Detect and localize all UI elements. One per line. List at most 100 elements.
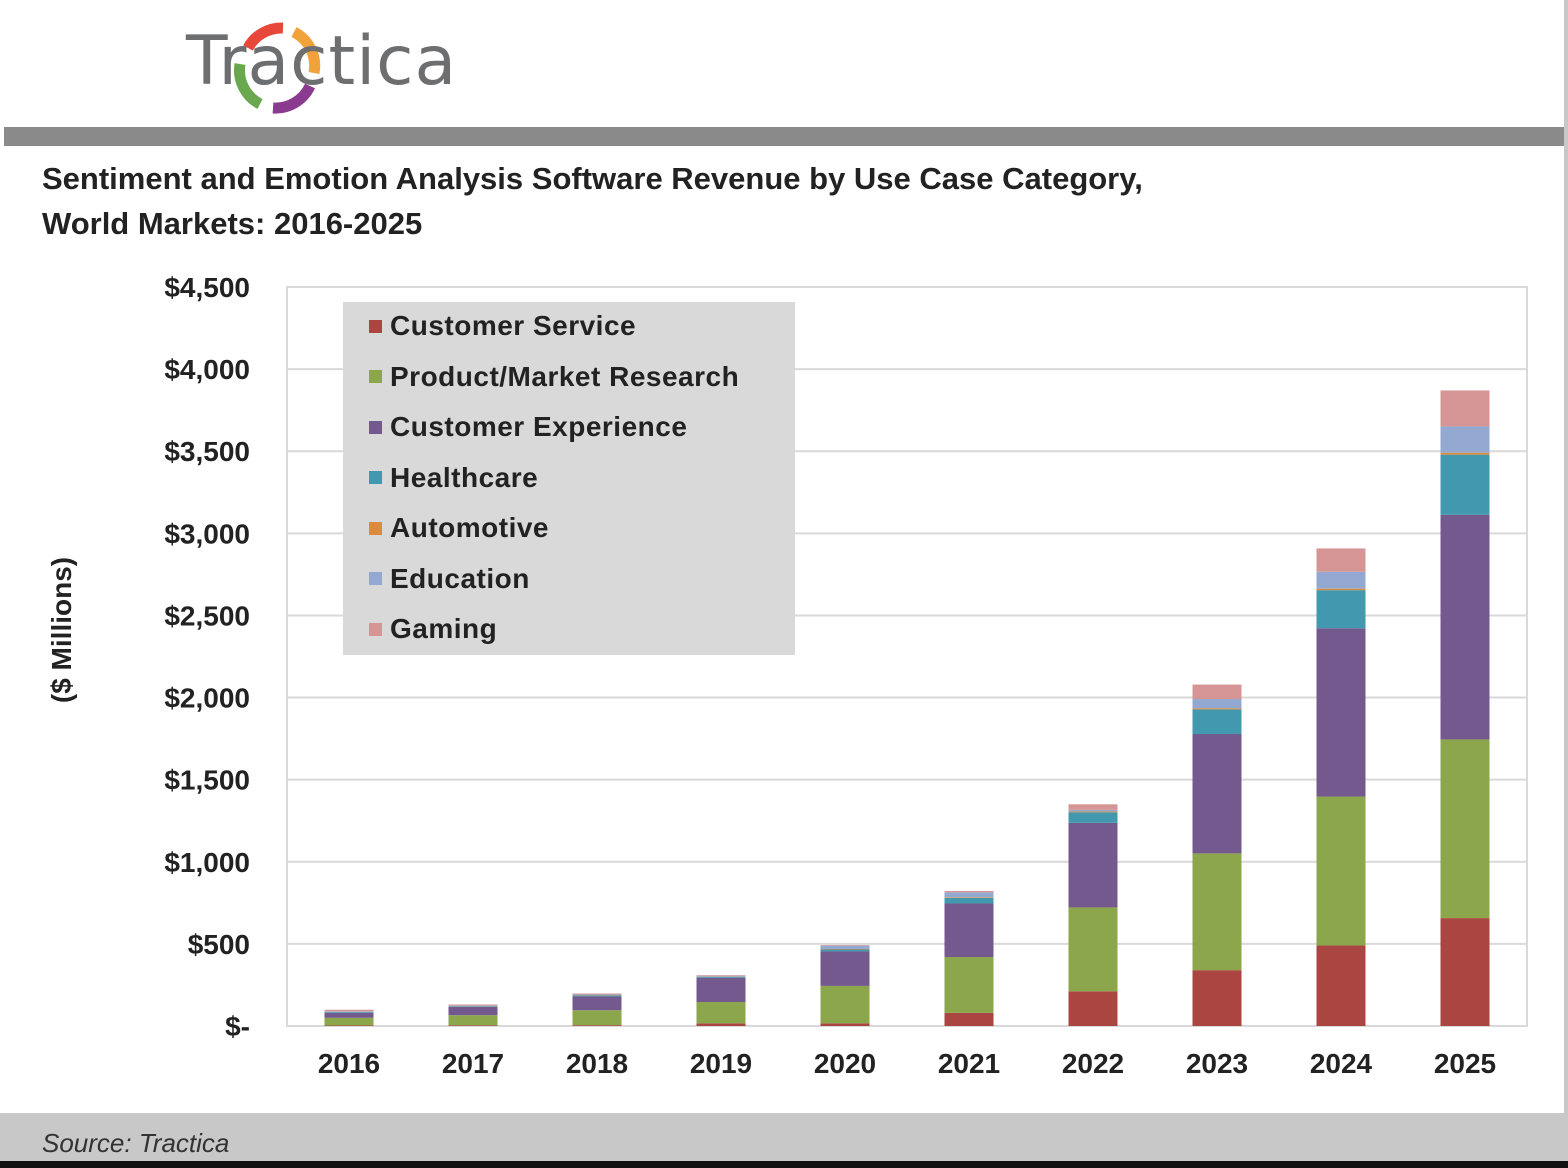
bar-segment-education-2025 — [1440, 426, 1490, 453]
legend-item: Gaming — [369, 613, 498, 644]
logo-arc-orange — [291, 27, 321, 75]
legend-swatch — [369, 319, 382, 333]
bar-segment-gaming-2024 — [1316, 548, 1366, 572]
bar-segment-automotive-2025 — [1440, 452, 1490, 455]
chart-title: Sentiment and Emotion Analysis Software … — [42, 156, 1143, 246]
bar-segment-education-2021 — [944, 892, 994, 898]
legend-label: Gaming — [390, 613, 498, 644]
y-tick-label: $1,000 — [164, 847, 250, 878]
bar-segment-automotive-2023 — [1192, 708, 1242, 710]
chart-title-line-1: Sentiment and Emotion Analysis Software … — [42, 161, 1143, 196]
legend-item: Customer Experience — [369, 411, 688, 442]
y-tick-label: $3,000 — [164, 518, 250, 549]
bar-segment-customer-service-2024 — [1316, 945, 1366, 1026]
logo-arc-red — [243, 22, 284, 51]
y-tick-label: $2,000 — [164, 683, 250, 714]
bar-segment-gaming-2021 — [944, 891, 994, 893]
y-axis-title: ($ Millions) — [46, 556, 77, 704]
legend-item: Product/Market Research — [369, 360, 740, 392]
bar-segment-gaming-2023 — [1192, 684, 1242, 700]
bar-segment-customer-experience-2021 — [944, 903, 994, 958]
legend-label: Customer Experience — [390, 411, 688, 442]
page-edge — [1564, 0, 1568, 1168]
bar-segment-education-2020 — [820, 945, 870, 949]
legend-label: Customer Service — [390, 310, 637, 341]
bar-segment-customer-service-2023 — [1192, 970, 1242, 1026]
bar-segment-healthcare-2025 — [1440, 454, 1490, 515]
legend-item: Automotive — [369, 512, 549, 543]
bar-segment-product-market-research-2016 — [324, 1017, 374, 1026]
legend-label: Education — [390, 562, 530, 594]
bar-segment-customer-experience-2017 — [448, 1006, 498, 1016]
legend-label: Automotive — [390, 512, 549, 543]
bar-segment-healthcare-2022 — [1068, 812, 1118, 823]
bar-segment-education-2022 — [1068, 809, 1118, 812]
bar-segment-automotive-2024 — [1316, 588, 1366, 591]
legend: Customer Service Product/Market Research C… — [343, 302, 795, 655]
bar-segment-healthcare-2017 — [448, 1006, 498, 1007]
x-tick-label: 2016 — [318, 1048, 380, 1079]
legend-label: Healthcare — [390, 461, 539, 493]
bar-segment-customer-experience-2024 — [1316, 628, 1366, 797]
bar-segment-customer-service-2022 — [1068, 991, 1118, 1026]
y-tick-label: $- — [225, 1011, 250, 1042]
bar-segment-healthcare-2021 — [944, 897, 994, 904]
chart-title-line-2: World Markets: 2016-2025 — [42, 206, 423, 241]
legend-swatch — [369, 521, 382, 535]
bar-segment-gaming-2025 — [1440, 390, 1490, 427]
bar-segment-gaming-2016 — [324, 1009, 374, 1012]
bar-segment-customer-service-2021 — [944, 1012, 994, 1026]
bar-segment-gaming-2017 — [448, 1004, 498, 1006]
bar-segment-healthcare-2019 — [696, 976, 746, 978]
tractica-logo-icon — [234, 22, 321, 114]
bar-segment-product-market-research-2022 — [1068, 907, 1118, 992]
bar-segment-product-market-research-2025 — [1440, 739, 1490, 919]
bar-segment-automotive-2021 — [944, 897, 994, 898]
bar-segment-product-market-research-2021 — [944, 957, 994, 1013]
bar-segment-product-market-research-2018 — [572, 1010, 622, 1026]
legend-swatch — [369, 622, 382, 636]
legend-label: Product/Market Research — [390, 360, 740, 392]
bar-segment-customer-service-2025 — [1440, 918, 1490, 1026]
bar-segment-product-market-research-2020 — [820, 985, 870, 1024]
bar-segment-automotive-2022 — [1068, 811, 1118, 813]
source-note: Source: Tractica — [42, 1128, 230, 1158]
bar-segment-customer-experience-2023 — [1192, 734, 1242, 854]
bar-segment-healthcare-2016 — [324, 1012, 374, 1013]
bar-segment-education-2024 — [1316, 571, 1366, 589]
y-tick-label: $2,500 — [164, 600, 250, 631]
logo-arc-purple — [272, 83, 315, 114]
x-tick-label: 2020 — [814, 1048, 876, 1079]
bar-segment-product-market-research-2023 — [1192, 853, 1242, 971]
y-tick-label: $500 — [188, 929, 250, 960]
bar-segment-healthcare-2020 — [820, 949, 870, 952]
x-tick-label: 2019 — [690, 1048, 752, 1079]
bar-segment-customer-service-2019 — [696, 1023, 746, 1026]
bar-segment-customer-service-2017 — [448, 1025, 498, 1026]
bar-segment-education-2023 — [1192, 699, 1242, 709]
x-tick-label: 2017 — [442, 1048, 504, 1079]
x-tick-label: 2021 — [938, 1048, 1000, 1079]
legend-item: Healthcare — [369, 461, 539, 493]
bottom-border — [0, 1161, 1568, 1168]
bar-segment-customer-service-2018 — [572, 1025, 622, 1026]
bar-segment-product-market-research-2017 — [448, 1015, 498, 1026]
bar-segment-customer-experience-2018 — [572, 996, 622, 1011]
bar-segment-customer-experience-2020 — [820, 951, 870, 986]
bar-segment-gaming-2020 — [820, 945, 870, 946]
legend-item: Education — [369, 562, 530, 594]
bar-segment-healthcare-2024 — [1316, 590, 1366, 629]
x-tick-label: 2024 — [1310, 1048, 1373, 1079]
bar-segment-gaming-2019 — [696, 975, 746, 976]
legend-swatch — [369, 471, 382, 484]
x-tick-label: 2025 — [1434, 1048, 1496, 1079]
bar-segment-education-2019 — [696, 975, 746, 977]
bar-segment-healthcare-2023 — [1192, 709, 1242, 735]
bar-segment-product-market-research-2024 — [1316, 796, 1366, 946]
x-tick-label: 2018 — [566, 1048, 628, 1079]
bar-segment-product-market-research-2019 — [696, 1002, 746, 1024]
header-divider — [4, 127, 1564, 146]
legend-item: Customer Service — [369, 310, 637, 341]
y-tick-label: $4,500 — [164, 272, 250, 303]
x-tick-label: 2022 — [1062, 1048, 1124, 1079]
